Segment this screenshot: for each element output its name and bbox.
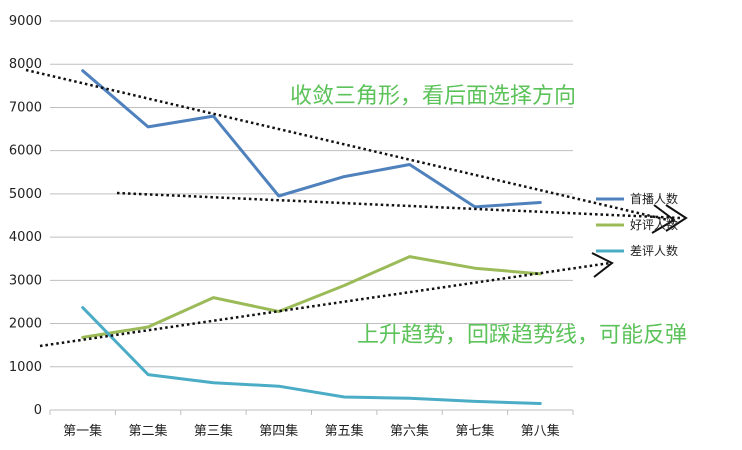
y-tick-label: 7000 [9, 100, 42, 115]
annotation-convergence: 收敛三角形，看后面选择方向 [290, 84, 576, 109]
x-tick-label: 第四集 [259, 423, 298, 439]
series-lines [81, 69, 542, 405]
annotation-uptrend: 上升趋势，回踩趋势线，可能反弹 [357, 323, 687, 348]
trend-line [116, 191, 681, 220]
x-tick-label: 第二集 [129, 423, 168, 439]
x-tick-label: 第三集 [194, 423, 233, 439]
trend-lines [25, 68, 688, 348]
y-tick-label: 4000 [9, 230, 42, 245]
x-tick-label: 第一集 [63, 423, 102, 439]
trend-arrowhead [665, 204, 688, 232]
y-tick-label: 0 [34, 403, 42, 418]
legend-label: 差评人数 [630, 243, 678, 258]
y-tick-label: 2000 [9, 317, 42, 332]
trend-line [39, 261, 611, 348]
y-tick-label: 1000 [9, 360, 42, 375]
series-line [81, 255, 542, 339]
series-line [81, 306, 542, 405]
x-tick-label: 第七集 [455, 423, 494, 439]
legend-label: 好评人数 [630, 217, 678, 232]
x-tick-label: 第八集 [521, 423, 560, 439]
y-tick-label: 9000 [9, 14, 42, 29]
gridlines [50, 20, 573, 411]
y-tick-label: 6000 [9, 144, 42, 159]
y-tick-label: 3000 [9, 273, 42, 288]
x-tick-label: 第五集 [325, 423, 364, 439]
y-tick-label: 5000 [9, 187, 42, 202]
series-line [81, 69, 542, 209]
x-tick-label: 第六集 [390, 423, 429, 439]
x-axis-tick-labels: 第一集 第二集 第三集 第四集 第五集 第六集 第七集 第八集 [49, 410, 574, 439]
y-axis-tick-labels: 0 1000 2000 3000 4000 5000 6000 7000 8000 9000 [9, 14, 42, 418]
legend-label: 首播人数 [630, 191, 678, 206]
y-tick-label: 8000 [9, 57, 42, 72]
trend-arrowhead [591, 252, 614, 278]
trend-arrowhead [651, 204, 676, 234]
